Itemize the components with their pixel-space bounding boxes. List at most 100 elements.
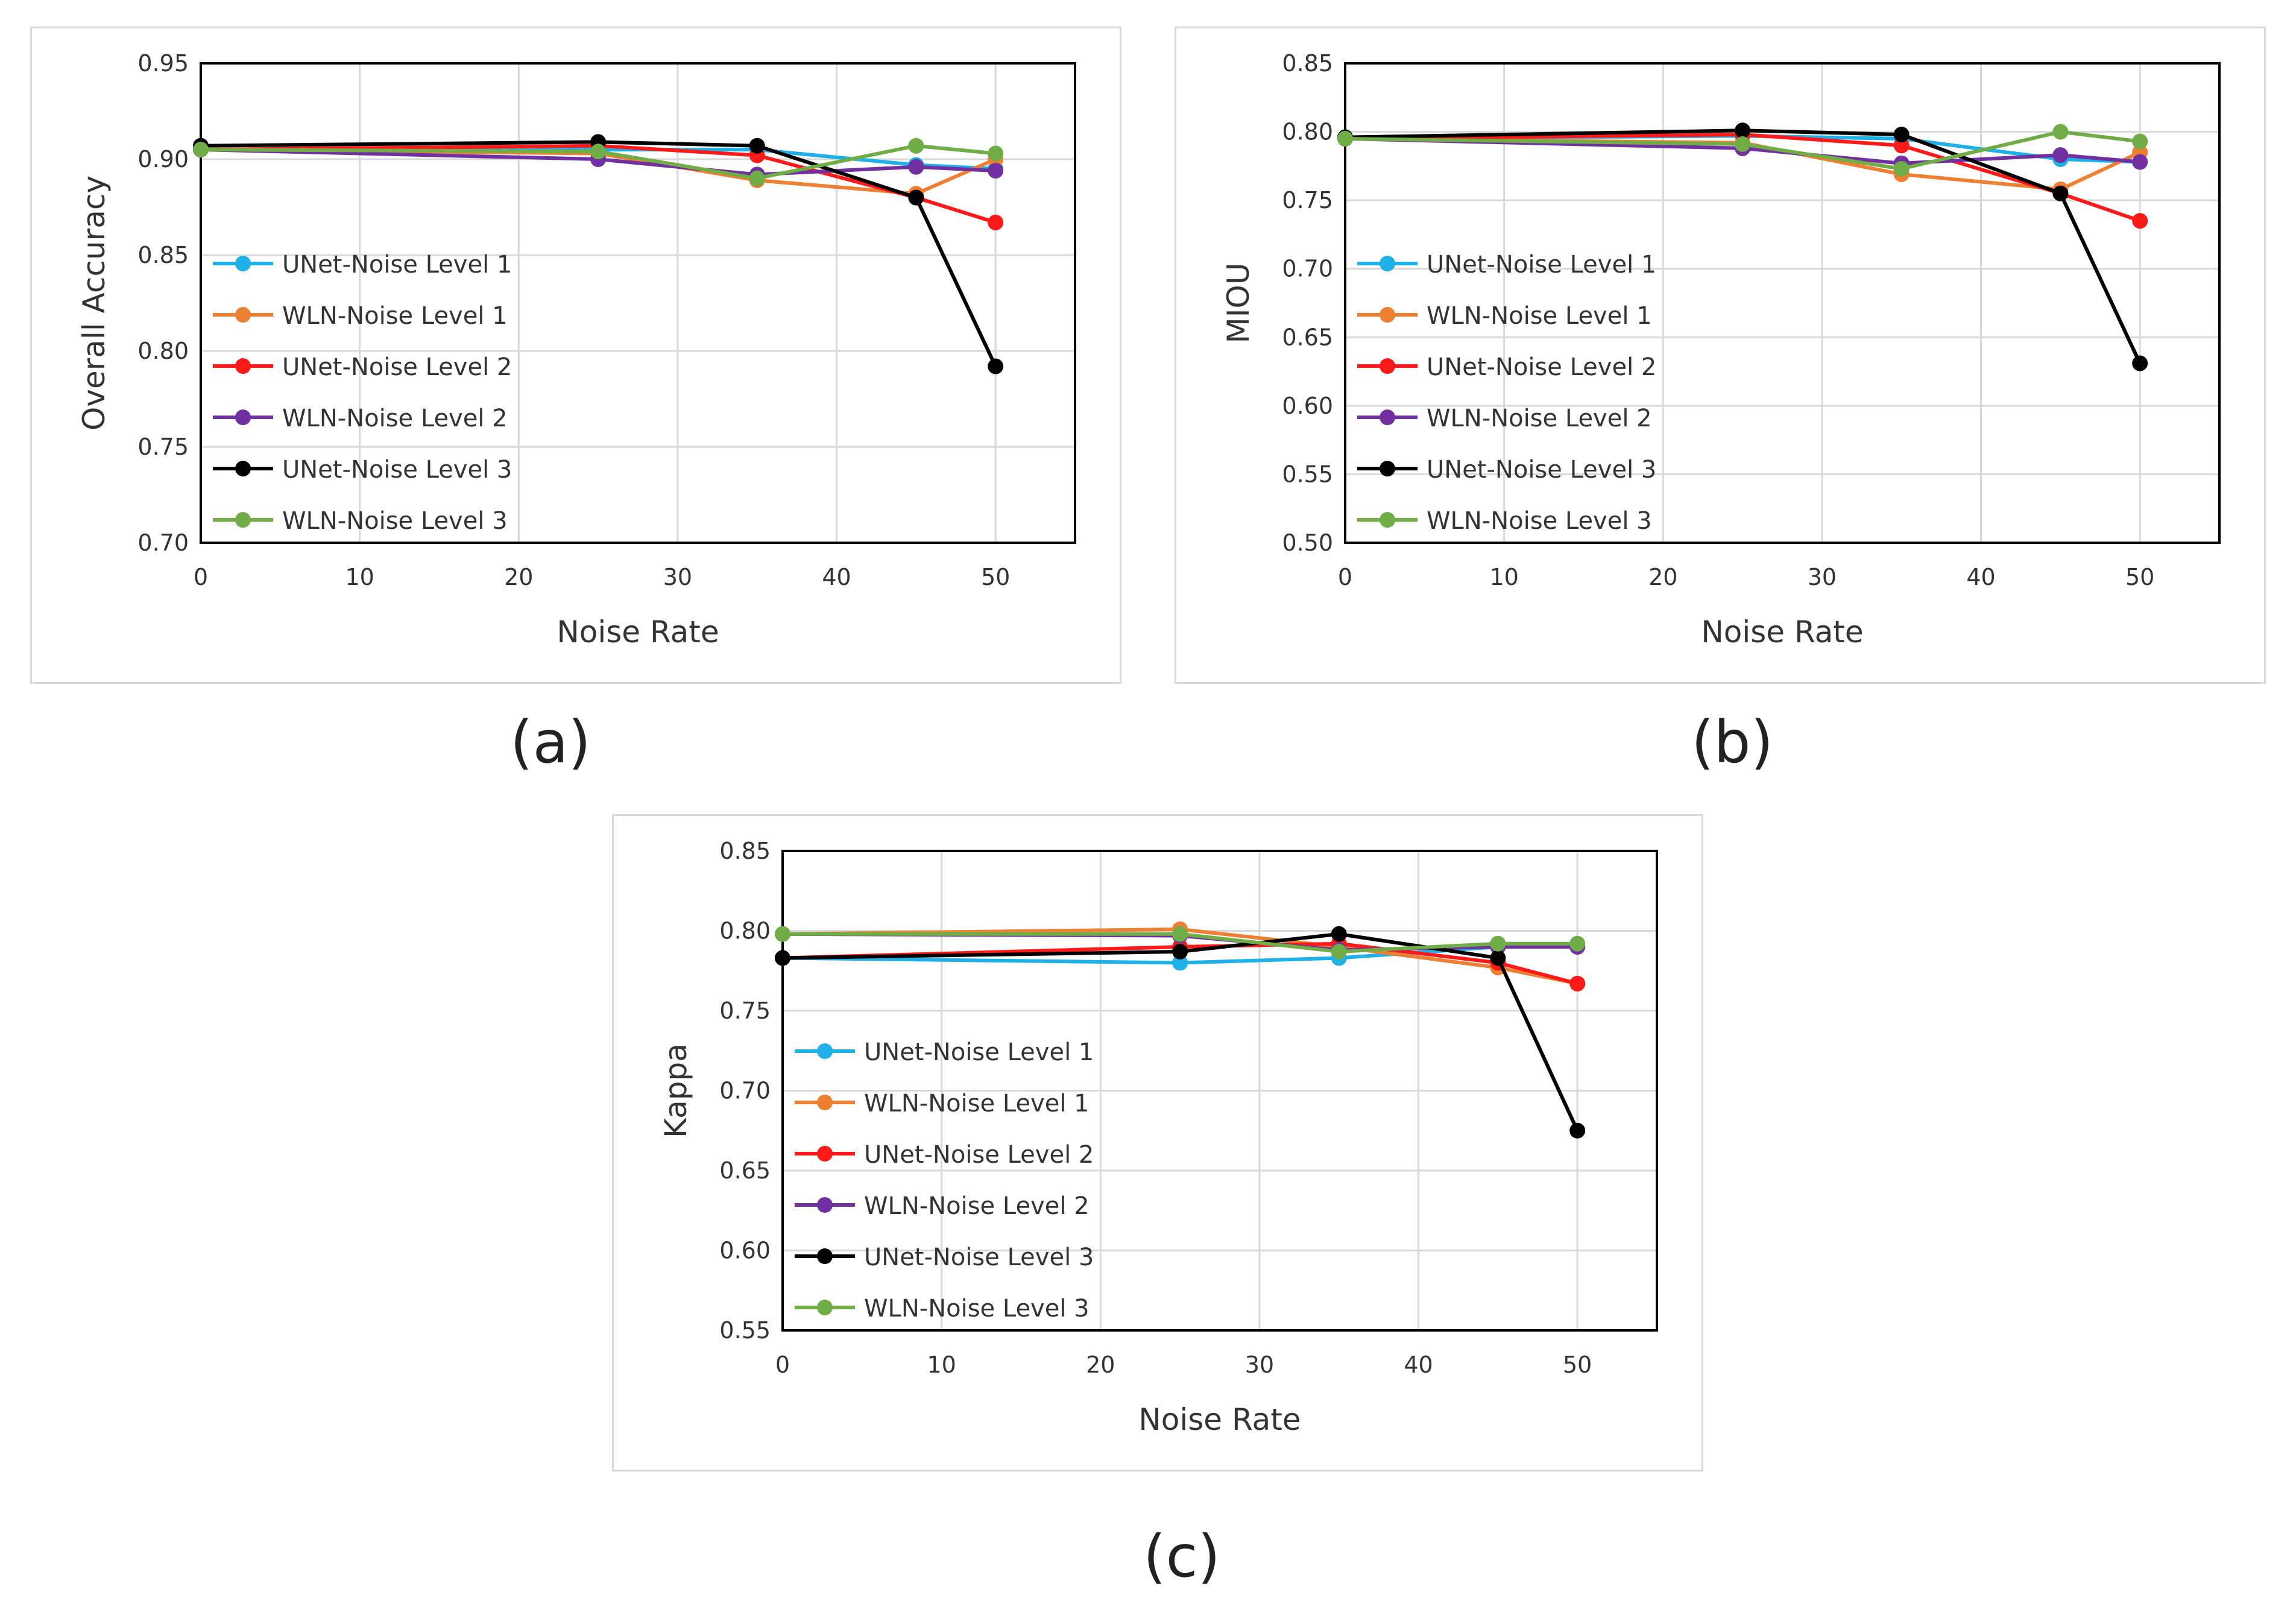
chart-0-xtick-label: 10 [345,564,374,590]
chart-2-xtick-label: 10 [927,1351,956,1378]
chart-1-legend-swatch-marker [1380,307,1395,323]
chart-0-legend-swatch-marker [235,307,251,323]
chart-2-series-unet-noise-level-2-point [1569,975,1586,991]
chart-1-y-axis-label: MIOU [1221,263,1256,344]
chart-1-xtick-label: 50 [2125,564,2154,590]
chart-2-series-unet-noise-level-3-point [775,950,790,966]
chart-1-legend-swatch-marker [1380,409,1395,425]
chart-2-legend-entry-unet-noise-level-2: UNet-Noise Level 2 [864,1141,1094,1169]
chart-2-series-wln-noise-level-3-point [1569,935,1586,952]
caption-c: (c) [1143,1523,1220,1590]
chart-0-ytick-label: 0.80 [137,338,189,364]
chart-1-legend-swatch-marker [1380,461,1395,476]
chart-2-xtick-label: 50 [1563,1351,1592,1378]
chart-1-ytick-label: 0.60 [1282,393,1333,419]
chart-0-legend-swatch-marker [235,409,251,425]
chart-0-series-wln-noise-level-3-point [193,142,209,158]
chart-a: 0 10 20 30 40 50 0.70 0.75 0.80 0.85 0.90 0.95 Noise… [77,50,1076,650]
chart-0-ytick-label: 0.85 [137,242,189,268]
chart-0-legend-swatch-marker [235,461,251,476]
chart-1-series-wln-noise-level-2-point [2052,147,2069,163]
chart-panel-c: 0 10 20 30 40 50 0.55 0.60 0.65 0.70 0.75 0.80 0.85 N… [612,814,1703,1471]
chart-1-xtick-label: 10 [1489,564,1518,590]
chart-2-legend-swatch-marker [817,1146,833,1162]
chart-1-series-unet-noise-level-3-point [2132,355,2148,371]
chart-2-series-unet-noise-level-1-point [1172,955,1188,971]
chart-2-legend-entry-wln-noise-level-1: WLN-Noise Level 1 [864,1090,1090,1117]
chart-1-ytick-label: 0.80 [1282,119,1333,145]
chart-2-xtick-label: 30 [1245,1351,1274,1378]
chart-2-series-unet-noise-level-3-point [1172,943,1188,959]
chart-0-series-unet-noise-level-3-point [908,189,924,206]
chart-c: 0 10 20 30 40 50 0.55 0.60 0.65 0.70 0.75 0.80 0.85 N… [658,838,1658,1437]
chart-0-legend-swatch-marker [235,358,251,374]
chart-2-ytick-label: 0.75 [719,997,771,1024]
chart-0-xtick-label: 30 [663,564,692,590]
chart-1-ytick-label: 0.50 [1282,529,1333,556]
chart-1-plot-frame [1344,62,2221,544]
chart-1-xtick-label: 20 [1648,564,1677,590]
chart-2-xtick-label: 0 [775,1351,790,1378]
chart-1-ytick-label: 0.55 [1282,461,1333,487]
chart-2-series-unet-noise-level-3-point [1490,950,1506,966]
chart-0-plot-frame [200,62,1076,544]
chart-1-xtick-label: 30 [1808,564,1837,590]
chart-1-legend-swatch-marker [1380,256,1395,271]
chart-2-ytick-label: 0.60 [719,1238,771,1264]
chart-2-series-wln-noise-level-3-point [1331,943,1347,959]
chart-0-ytick-label: 0.75 [137,434,189,460]
chart-2-legend-swatch-marker [817,1300,833,1315]
chart-0-x-axis-label: Noise Rate [557,615,719,650]
chart-0-legend-swatch-marker [235,256,251,271]
chart-2-ytick-label: 0.70 [719,1078,771,1104]
chart-2-series-unet-noise-level-3-point [1569,1122,1586,1139]
chart-0-xtick-label: 20 [504,564,533,590]
chart-0-legend-entry-unet-noise-level-1: UNet-Noise Level 1 [282,251,512,279]
chart-1-legend-entry-unet-noise-level-3: UNet-Noise Level 3 [1427,456,1656,484]
chart-1-ytick-label: 0.70 [1282,256,1333,282]
chart-1-legend-swatch-marker [1380,358,1395,374]
chart-0-series-unet-noise-level-2-point [988,214,1004,230]
caption-b: (b) [1691,709,1773,776]
chart-2-series-wln-noise-level-3-point [1490,935,1506,952]
chart-2-legend-entry-unet-noise-level-1: UNet-Noise Level 1 [864,1038,1094,1066]
chart-0-xtick-label: 40 [822,564,851,590]
chart-0-series-unet-noise-level-3-point [988,358,1004,375]
chart-1-ytick-label: 0.65 [1282,324,1333,350]
chart-2-xtick-label: 20 [1086,1351,1115,1378]
chart-2-legend-swatch-marker [817,1197,833,1213]
chart-0-legend-entry-wln-noise-level-2: WLN-Noise Level 2 [282,405,508,432]
chart-1-series-wln-noise-level-2-point [2132,154,2148,170]
chart-0-legend-entry-unet-noise-level-3: UNet-Noise Level 3 [282,456,512,484]
chart-0-series-wln-noise-level-2-point [988,163,1004,179]
chart-0-xtick-label: 50 [981,564,1010,590]
chart-1-series-wln-noise-level-3-point [1893,160,1910,177]
caption-a: (a) [510,709,591,776]
chart-1-legend-entry-wln-noise-level-2: WLN-Noise Level 2 [1427,405,1652,432]
chart-1-legend-entry-wln-noise-level-1: WLN-Noise Level 1 [1427,302,1652,330]
chart-1-xtick-label: 40 [1966,564,1995,590]
chart-1-xtick-label: 0 [1338,564,1352,590]
chart-2-series-wln-noise-level-3-point [1172,926,1188,942]
chart-0-legend-entry-wln-noise-level-3: WLN-Noise Level 3 [282,507,508,535]
chart-0-y-axis-label: Overall Accuracy [77,175,112,431]
chart-2-legend-swatch-marker [817,1248,833,1264]
chart-2-xtick-label: 40 [1404,1351,1433,1378]
chart-1-series-unet-noise-level-3-point [1893,127,1910,143]
chart-0-series-wln-noise-level-3-point [908,138,924,154]
chart-panel-a: 0 10 20 30 40 50 0.70 0.75 0.80 0.85 0.90 0.95 Noise… [30,27,1121,684]
chart-1-ytick-label: 0.75 [1282,187,1333,213]
chart-0-series-unet-noise-level-3-point [749,138,765,154]
chart-2-legend-entry-wln-noise-level-2: WLN-Noise Level 2 [864,1192,1090,1220]
chart-b: 0 10 20 30 40 50 0.50 0.55 0.60 0.65 0.70 0.75 0.80 0… [1221,50,2221,650]
chart-1-series-wln-noise-level-3-point [2052,124,2069,140]
chart-2-ytick-label: 0.80 [719,918,771,944]
chart-0-xtick-label: 0 [194,564,208,590]
chart-2-series-unet-noise-level-3-point [1331,926,1347,942]
chart-1-series-unet-noise-level-3-point [2052,185,2069,201]
chart-1-series-wln-noise-level-3-point [2132,133,2148,150]
chart-1-series-unet-noise-level-2-point [1893,138,1910,154]
chart-0-series-wln-noise-level-3-point [590,144,607,160]
chart-0-series-wln-noise-level-3-point [749,170,765,186]
chart-1-ytick-label: 0.85 [1282,50,1333,77]
